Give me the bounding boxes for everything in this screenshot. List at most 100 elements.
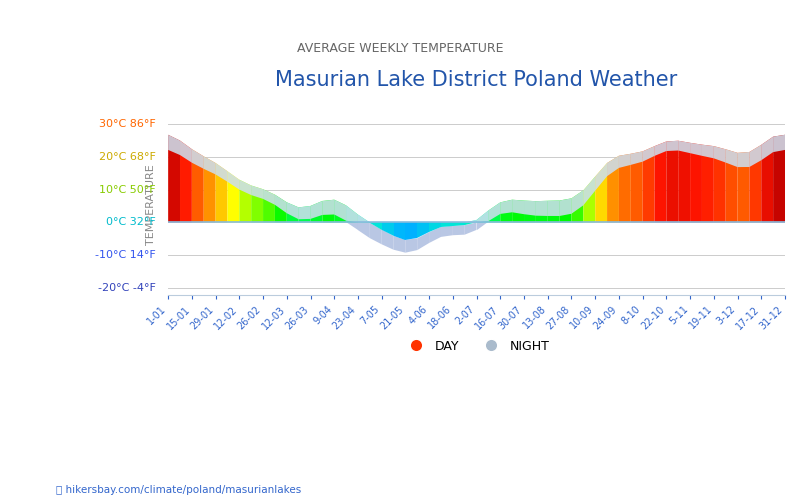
- Polygon shape: [251, 186, 263, 199]
- Polygon shape: [619, 154, 630, 168]
- Polygon shape: [204, 156, 216, 222]
- Polygon shape: [298, 206, 310, 222]
- Polygon shape: [560, 198, 571, 216]
- Polygon shape: [453, 222, 465, 226]
- Polygon shape: [690, 143, 702, 156]
- Polygon shape: [382, 222, 394, 236]
- Polygon shape: [441, 226, 453, 237]
- Polygon shape: [583, 176, 595, 206]
- Polygon shape: [714, 146, 726, 162]
- Polygon shape: [418, 232, 429, 250]
- Polygon shape: [465, 222, 477, 225]
- Polygon shape: [418, 222, 429, 238]
- Polygon shape: [477, 222, 489, 230]
- Polygon shape: [654, 142, 666, 222]
- Polygon shape: [583, 176, 595, 222]
- Polygon shape: [382, 230, 394, 250]
- Text: 30°C 86°F: 30°C 86°F: [99, 118, 156, 128]
- Text: -10°C 14°F: -10°C 14°F: [95, 250, 156, 260]
- Polygon shape: [406, 238, 418, 252]
- Polygon shape: [642, 146, 654, 222]
- Y-axis label: TEMPERATURE: TEMPERATURE: [146, 164, 156, 244]
- Polygon shape: [571, 190, 583, 214]
- Polygon shape: [642, 146, 654, 162]
- Polygon shape: [477, 210, 489, 222]
- Polygon shape: [762, 136, 773, 222]
- Polygon shape: [227, 172, 239, 222]
- Polygon shape: [358, 214, 370, 222]
- Polygon shape: [394, 236, 406, 252]
- Polygon shape: [726, 150, 738, 222]
- Polygon shape: [738, 152, 750, 222]
- Polygon shape: [168, 135, 180, 222]
- Title: Masurian Lake District Poland Weather: Masurian Lake District Poland Weather: [275, 70, 678, 90]
- Text: -20°C -4°F: -20°C -4°F: [98, 284, 156, 294]
- Polygon shape: [204, 156, 216, 174]
- Polygon shape: [192, 149, 204, 169]
- Polygon shape: [500, 200, 512, 222]
- Polygon shape: [750, 145, 762, 167]
- Polygon shape: [773, 135, 785, 152]
- Polygon shape: [216, 163, 227, 182]
- Polygon shape: [286, 202, 298, 220]
- Polygon shape: [702, 144, 714, 158]
- Polygon shape: [310, 201, 322, 219]
- Polygon shape: [168, 135, 180, 155]
- Polygon shape: [310, 201, 322, 222]
- Polygon shape: [726, 150, 738, 167]
- Polygon shape: [441, 222, 453, 227]
- Polygon shape: [358, 222, 370, 238]
- Polygon shape: [275, 194, 286, 222]
- Polygon shape: [322, 200, 334, 215]
- Polygon shape: [702, 144, 714, 222]
- Polygon shape: [406, 222, 418, 240]
- Polygon shape: [239, 180, 251, 222]
- Polygon shape: [453, 225, 465, 235]
- Polygon shape: [630, 152, 642, 222]
- Polygon shape: [394, 222, 406, 240]
- Polygon shape: [465, 222, 477, 234]
- Polygon shape: [524, 200, 536, 216]
- Polygon shape: [536, 201, 548, 222]
- Polygon shape: [630, 152, 642, 165]
- Text: AVERAGE WEEKLY TEMPERATURE: AVERAGE WEEKLY TEMPERATURE: [297, 42, 503, 56]
- Polygon shape: [512, 200, 524, 222]
- Polygon shape: [500, 200, 512, 214]
- Polygon shape: [524, 200, 536, 222]
- Polygon shape: [286, 202, 298, 222]
- Polygon shape: [666, 140, 678, 151]
- Polygon shape: [548, 200, 560, 216]
- Polygon shape: [180, 140, 192, 162]
- Text: 0°C 32°F: 0°C 32°F: [106, 218, 156, 228]
- Polygon shape: [251, 186, 263, 222]
- Polygon shape: [298, 206, 310, 220]
- Polygon shape: [607, 156, 619, 222]
- Polygon shape: [346, 206, 358, 222]
- Polygon shape: [322, 200, 334, 222]
- Polygon shape: [738, 152, 750, 167]
- Polygon shape: [192, 149, 204, 222]
- Polygon shape: [334, 200, 346, 222]
- Polygon shape: [429, 222, 441, 232]
- Polygon shape: [773, 135, 785, 222]
- Polygon shape: [334, 200, 346, 220]
- Polygon shape: [477, 210, 489, 222]
- Polygon shape: [465, 220, 477, 222]
- Polygon shape: [370, 223, 382, 244]
- Polygon shape: [227, 172, 239, 190]
- Polygon shape: [619, 154, 630, 222]
- Polygon shape: [714, 146, 726, 222]
- Polygon shape: [346, 206, 358, 222]
- Polygon shape: [275, 194, 286, 213]
- Polygon shape: [216, 163, 227, 222]
- Polygon shape: [607, 156, 619, 176]
- Polygon shape: [690, 143, 702, 222]
- Polygon shape: [678, 140, 690, 153]
- Polygon shape: [358, 214, 370, 222]
- Polygon shape: [560, 198, 571, 222]
- Polygon shape: [346, 222, 358, 230]
- Polygon shape: [263, 190, 275, 205]
- Polygon shape: [571, 190, 583, 222]
- Polygon shape: [678, 140, 690, 222]
- Polygon shape: [762, 136, 773, 160]
